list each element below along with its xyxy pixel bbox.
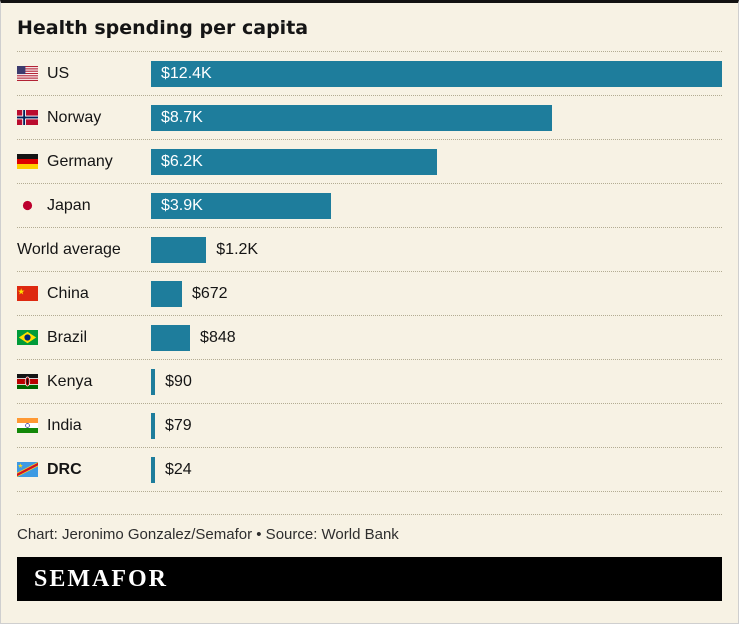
chart-row-brazil: Brazil $848 $848 [17,316,722,360]
row-label-cell: Japan [17,197,151,215]
chart-row-drc: DRC $24 $24 [17,448,722,492]
bar-japan: $3.9K [151,192,331,219]
country-label: Japan [47,196,91,214]
bar-cell: $1.2K $1.2K [151,236,722,263]
bar-cell: $3.9K $3.9K [151,192,722,219]
value-label: $8.7K [161,108,203,126]
value-label: $1.2K [216,240,259,258]
row-label-cell: US [17,65,151,83]
row-label-cell: World average [17,241,151,259]
value-label: $90 [165,372,192,390]
bar-cell: $79 $79 [151,412,722,439]
country-label: US [47,64,70,82]
bar-germany: $6.2K [151,148,437,175]
value-label: $3.9K [161,196,203,214]
chart-row-germany: Germany $6.2K $6.2K [17,140,722,184]
row-label-cell: China [17,285,151,303]
value-label: $12.4K [161,64,212,82]
country-label: China [47,284,89,302]
value-label: $848 [200,328,236,346]
country-label: Kenya [47,372,93,390]
row-label-cell: India [17,417,151,435]
row-label-cell: Brazil [17,329,151,347]
bar-cell: $848 $848 [151,324,722,351]
row-label-cell: DRC [17,461,151,479]
bar-india: $79 [151,412,155,439]
bar-cell: $8.7K $8.7K [151,104,722,131]
country-label: DRC [47,460,82,478]
value-label: $79 [165,416,192,434]
country-label: India [47,416,82,434]
row-label-cell: Norway [17,109,151,127]
bar-world-average: $1.2K [151,236,207,263]
bar-china: $672 [151,280,182,307]
value-label: $6.2K [161,152,203,170]
chart-row-us: US $12.4K $12.4K [17,52,722,96]
drc-flag-icon [17,462,38,477]
bar-chart: US $12.4K $12.4K Norway $8.7K $8.7K [17,51,722,492]
bar-kenya: $90 [151,368,156,395]
row-label-cell: Germany [17,153,151,171]
country-label: World average [17,240,121,258]
semafor-banner: SEMAFOR [17,557,722,601]
chart-row-kenya: Kenya $90 $90 [17,360,722,404]
footer-divider [17,514,722,515]
country-label: Germany [47,152,113,170]
credit-line: Chart: Jeronimo Gonzalez/Semafor • Sourc… [17,526,399,543]
value-label: $672 [191,284,228,302]
chart-row-japan: Japan $3.9K $3.9K [17,184,722,228]
brazil-flag-icon [17,330,38,345]
us-flag-icon [17,66,38,81]
bar-cell: $6.2K $6.2K [151,148,722,175]
bar-cell: $90 $90 [151,368,722,395]
bar-drc: $24 [151,456,155,483]
row-label-cell: Kenya [17,373,151,391]
chart-row-china: China $672 $672 [17,272,722,316]
japan-flag-icon [17,198,38,213]
semafor-logo: SEMAFOR [34,565,168,592]
bar-us: $12.4K [151,60,722,87]
india-flag-icon [17,418,38,433]
chart-title: Health spending per capita [17,17,309,39]
chart-row-world-average: World average $1.2K $1.2K [17,228,722,272]
country-label: Norway [47,108,102,126]
chart-row-norway: Norway $8.7K $8.7K [17,96,722,140]
bar-brazil: $848 [151,324,191,351]
kenya-flag-icon [17,374,38,389]
country-label: Brazil [47,328,88,346]
bar-cell: $12.4K $12.4K [151,60,722,87]
bar-cell: $672 $672 [151,280,722,307]
china-flag-icon [17,286,38,301]
chart-row-india: India $79 $79 [17,404,722,448]
norway-flag-icon [17,110,38,125]
value-label: $24 [165,460,192,478]
bar-cell: $24 $24 [151,456,722,483]
germany-flag-icon [17,154,38,169]
bar-norway: $8.7K [151,104,552,131]
